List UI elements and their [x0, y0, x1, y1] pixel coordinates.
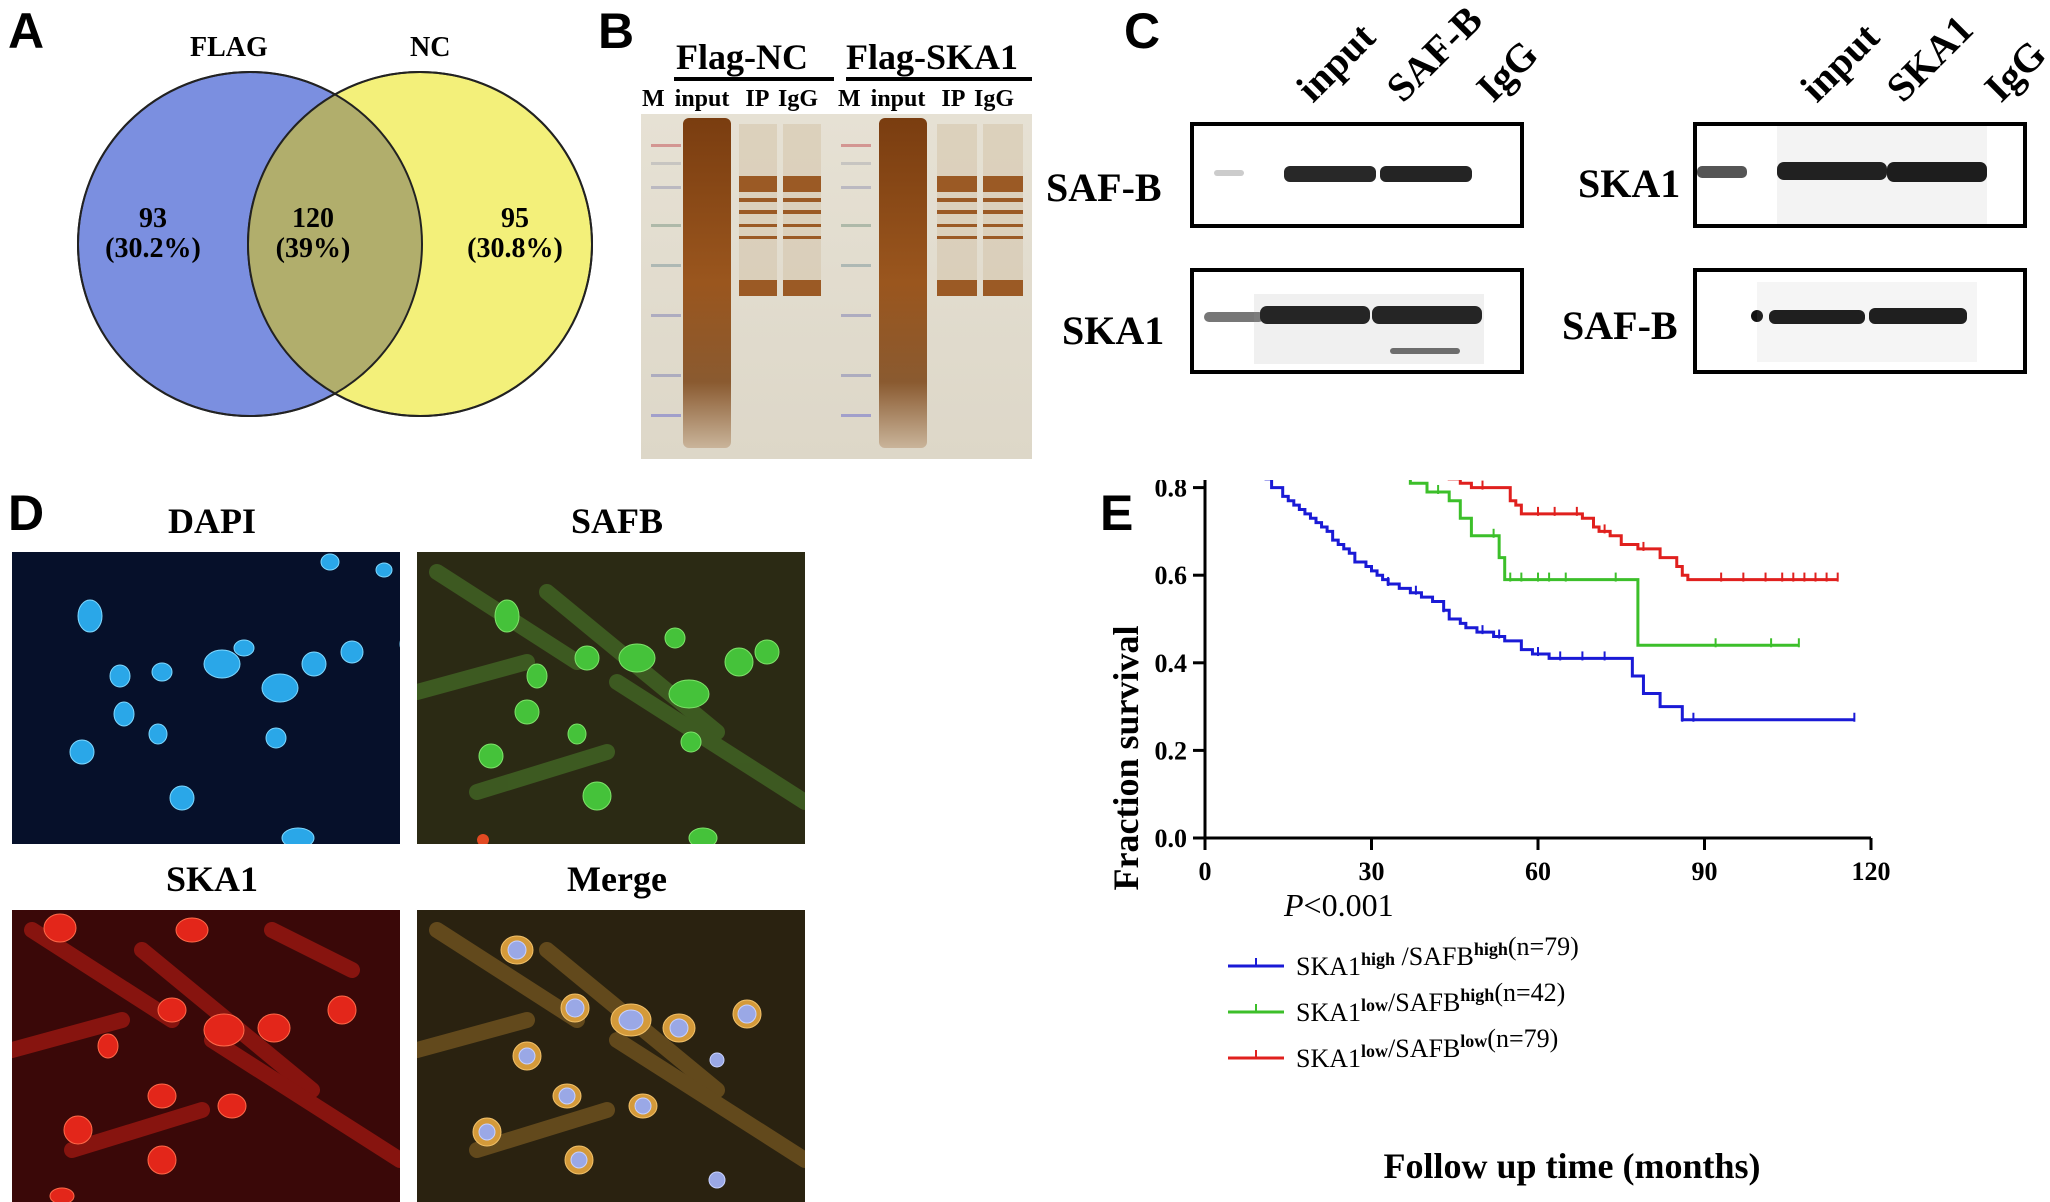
lane-ip-2: IP — [941, 86, 965, 112]
venn-left-value: 93 (30.2%) — [98, 204, 208, 264]
gel-ip-lane-1 — [739, 124, 777, 296]
gel-input-lane-2 — [879, 118, 927, 448]
gel-input-lane-1 — [683, 118, 731, 448]
lane-input-1: input — [674, 86, 730, 112]
blot-lane-input-left: input — [1287, 14, 1384, 111]
blot-ska1-left — [1190, 268, 1524, 374]
y-tick-label: 0.0 — [1155, 824, 1188, 853]
y-tick-label: 0.6 — [1155, 561, 1188, 590]
blot-label-ska1-right: SKA1 — [1578, 161, 1681, 206]
lane-igg-1: IgG — [778, 86, 819, 112]
blot-lane-input-right: input — [1791, 14, 1888, 111]
y-axis-label: Fraction survival — [1106, 626, 1146, 891]
km-curve-1 — [1264, 480, 1855, 722]
lane-m-1: M — [642, 86, 665, 112]
lane-input-2: input — [870, 86, 926, 112]
legend-label: SKA1low/SAFBhigh(n=42) — [1296, 978, 1565, 1027]
x-tick-label: 0 — [1199, 857, 1212, 886]
gel-igg-lane-1 — [783, 124, 821, 296]
micro-title-dapi: DAPI — [168, 501, 256, 541]
venn-label-nc: NC — [410, 32, 451, 63]
lane-ip-1: IP — [745, 86, 769, 112]
legend-label: SKA1high /SAFBhigh(n=79) — [1296, 932, 1579, 981]
venn-diagram — [77, 71, 593, 417]
venn-overlap — [248, 72, 422, 416]
blot-safb-right — [1693, 268, 2027, 374]
lane-igg-2: IgG — [974, 86, 1015, 112]
silver-stained-gel — [641, 114, 1032, 459]
venn-overlap-count: 120 — [292, 203, 334, 234]
venn-left-pct: (30.2%) — [105, 233, 201, 264]
micrograph-safb — [417, 552, 805, 844]
p-value: P<0.001 — [1283, 887, 1394, 923]
venn-right-value: 95 (30.8%) — [455, 204, 575, 264]
venn-left-count: 93 — [139, 203, 167, 234]
blot-ska1-right — [1693, 122, 2027, 228]
gel-marker-lane-1 — [651, 144, 681, 417]
blot-label-safb-left: SAF-B — [1046, 165, 1162, 210]
blot-safb-left — [1190, 122, 1524, 228]
legend-label: SKA1low/SAFBlow(n=79) — [1296, 1024, 1558, 1073]
km-survival-chart: 0.00.20.40.60.81.00306090120 Fraction su… — [1106, 480, 1891, 1186]
km-axes: 0.00.20.40.60.81.00306090120 — [1155, 480, 1891, 886]
x-tick-label: 120 — [1852, 857, 1891, 886]
y-tick-label: 0.4 — [1155, 649, 1188, 678]
gel-underline-2 — [846, 77, 1032, 81]
micrograph-ska1 — [12, 910, 400, 1202]
micro-title-merge: Merge — [567, 859, 667, 899]
gel-igg-lane-2 — [983, 124, 1023, 296]
panel-letter-e: E — [1100, 485, 1134, 541]
lane-m-2: M — [838, 86, 861, 112]
y-tick-label: 0.8 — [1155, 480, 1188, 503]
x-tick-label: 90 — [1692, 857, 1718, 886]
micro-title-safb: SAFB — [570, 501, 664, 541]
gel-lane-labels-2: M input IP IgG — [838, 86, 1014, 113]
gel-marker-lane-2 — [841, 144, 871, 417]
venn-overlap-value: 120 (39%) — [268, 204, 358, 264]
blot-lane-ska1-right: SKA1 — [1877, 6, 1982, 111]
blot-lane-igg-right: IgG — [1975, 31, 2050, 111]
blot-lane-safb-left: SAF-B — [1377, 0, 1492, 111]
panel-letter-b: B — [598, 3, 635, 59]
x-tick-label: 60 — [1525, 857, 1551, 886]
micrograph-dapi — [12, 552, 400, 844]
venn-right-pct: (30.8%) — [467, 233, 563, 264]
blot-label-ska1-left: SKA1 — [1062, 308, 1165, 353]
km-curve-3 — [1447, 480, 1838, 582]
micrograph-merge — [417, 910, 805, 1202]
km-curve-2 — [1408, 480, 1799, 647]
gel-lane-labels-1: M input IP IgG — [642, 86, 818, 113]
panel-letter-a: A — [8, 3, 45, 59]
micro-title-ska1: SKA1 — [165, 859, 259, 899]
y-tick-label: 0.2 — [1155, 736, 1188, 765]
blot-label-safb-right: SAF-B — [1562, 303, 1678, 348]
gel-group-flag-ska1: Flag-SKA1 — [846, 37, 1019, 77]
venn-overlap-pct: (39%) — [275, 233, 351, 264]
gel-ip-lane-2 — [937, 124, 977, 296]
km-series — [1264, 480, 1856, 722]
venn-right-count: 95 — [501, 203, 529, 234]
panel-letter-c: C — [1124, 3, 1161, 59]
venn-label-flag: FLAG — [190, 32, 268, 63]
km-legend: SKA1high /SAFBhigh(n=79)SKA1low/SAFBhigh… — [1228, 932, 1579, 1073]
x-tick-label: 30 — [1359, 857, 1385, 886]
gel-underline-1 — [674, 77, 834, 81]
gel-group-flag-nc: Flag-NC — [676, 37, 808, 77]
panel-letter-d: D — [8, 485, 45, 541]
blot-lane-igg-left: IgG — [1467, 31, 1547, 111]
x-axis-label: Follow up time (months) — [1384, 1146, 1761, 1186]
